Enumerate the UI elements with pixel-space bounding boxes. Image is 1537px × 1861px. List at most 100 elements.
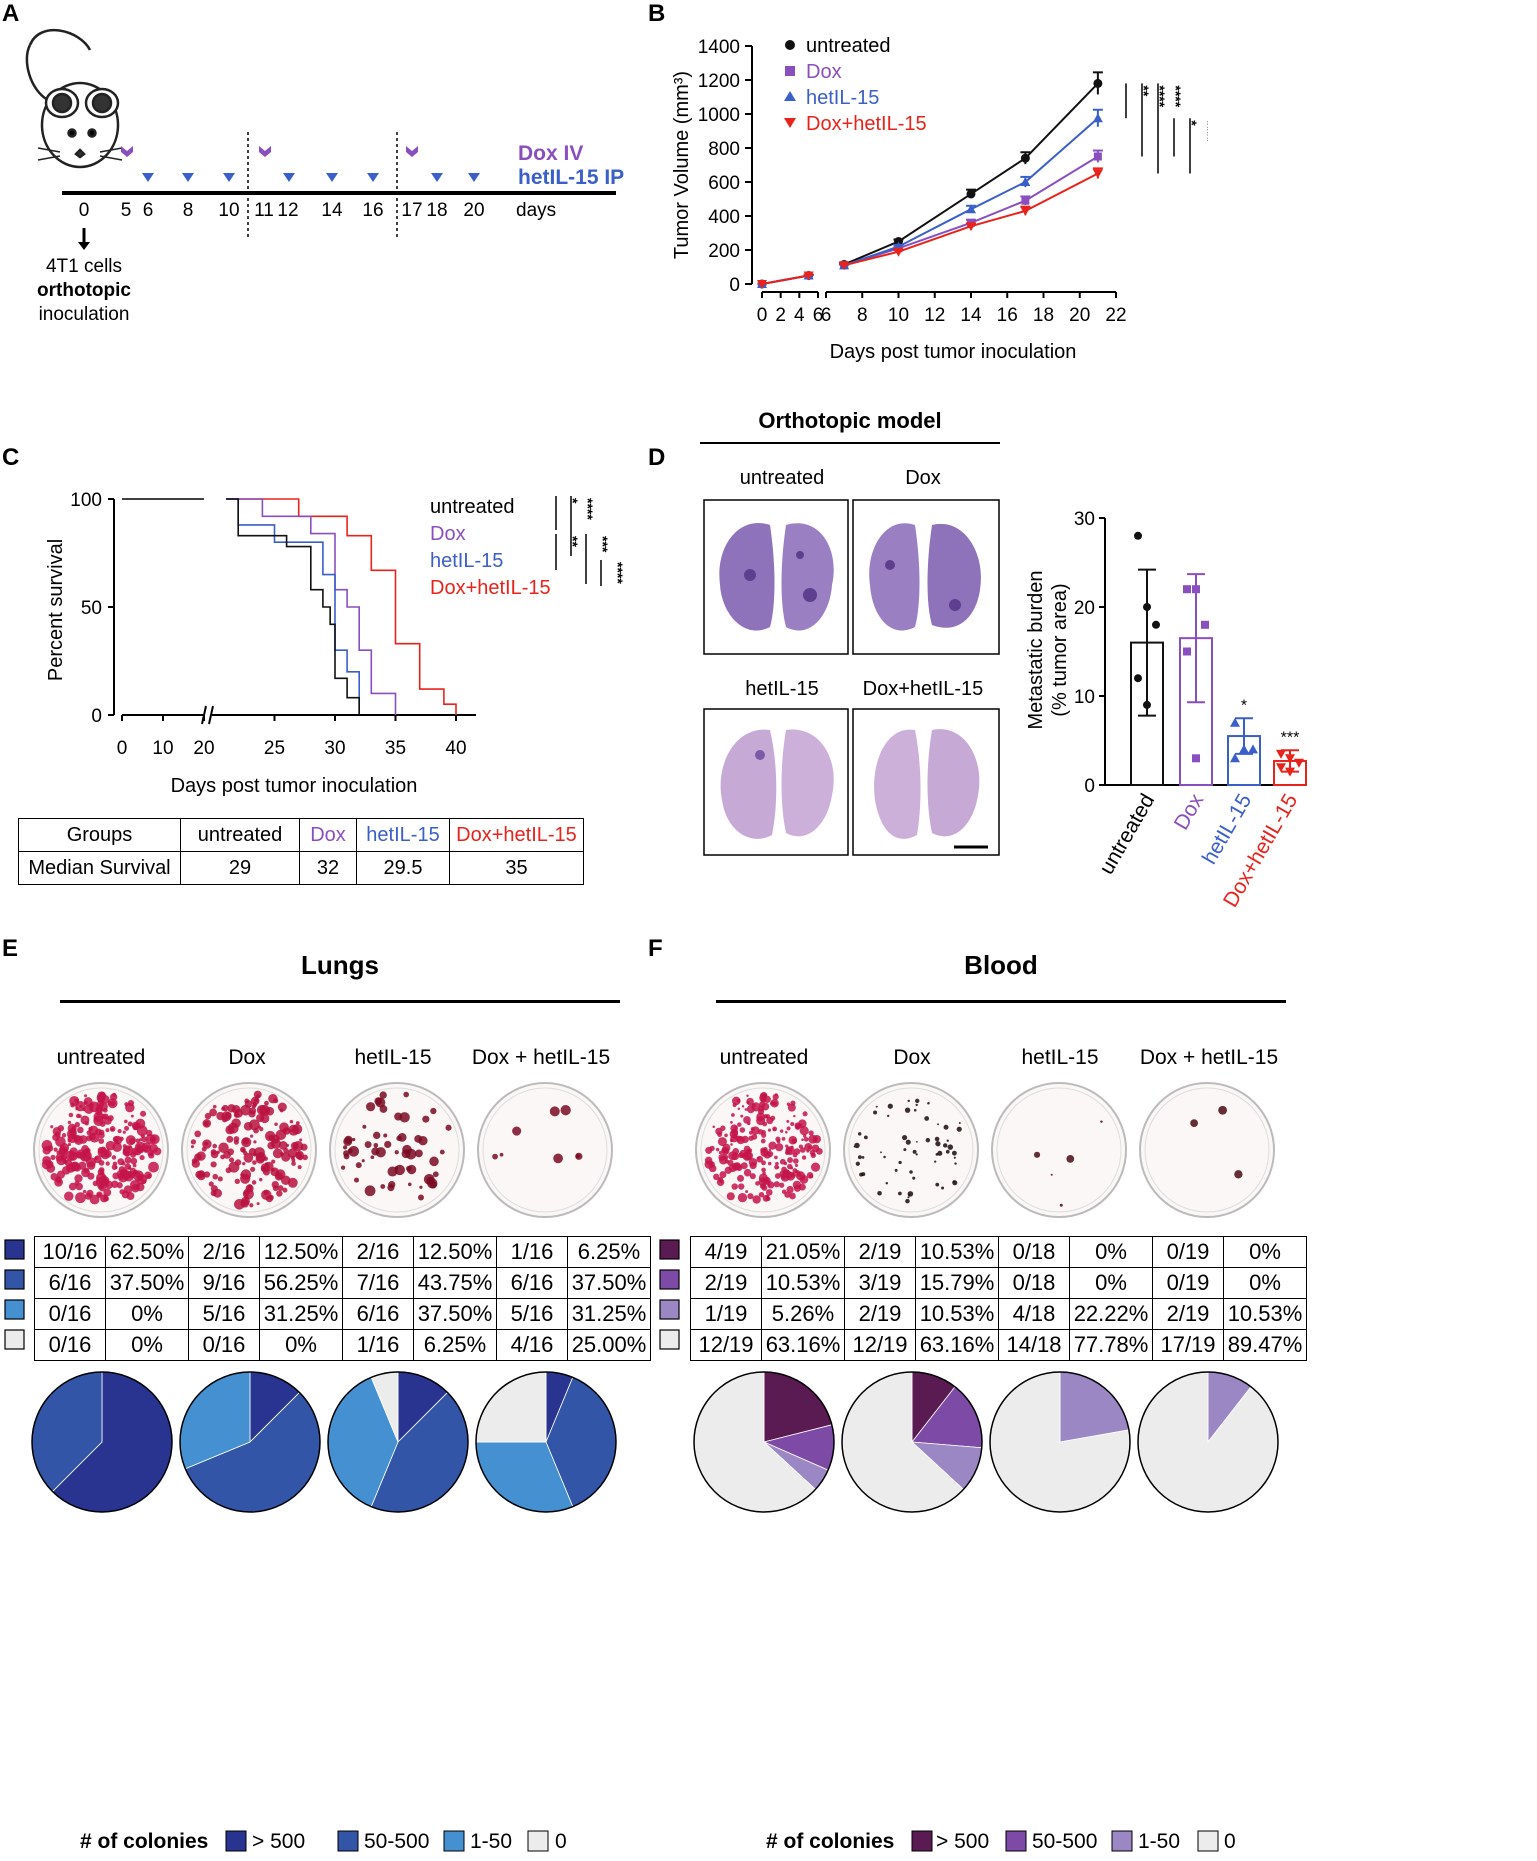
colony	[768, 1142, 776, 1150]
culture-plate	[478, 1083, 612, 1217]
lung-section-dox	[869, 523, 981, 630]
legend-label: hetIL-15	[430, 550, 503, 572]
colony	[268, 1094, 277, 1103]
colony	[782, 1190, 786, 1194]
culture-plate	[1140, 1083, 1274, 1217]
colony	[376, 1147, 386, 1157]
colony	[276, 1190, 282, 1196]
panel-letter-e: E	[2, 935, 18, 963]
colony	[395, 1166, 398, 1169]
colony	[793, 1115, 795, 1117]
colony	[101, 1114, 106, 1119]
colony	[226, 1167, 232, 1173]
data-point	[1239, 744, 1249, 753]
colony	[234, 1136, 240, 1142]
blood-colony-legend: # of colonies > 500 50-500 1-50 0	[766, 1822, 1326, 1858]
colony	[212, 1174, 218, 1180]
colony	[60, 1143, 69, 1152]
colony	[854, 1146, 856, 1148]
colony	[227, 1148, 234, 1155]
colony	[194, 1131, 201, 1138]
colony	[422, 1116, 429, 1123]
colony	[948, 1144, 954, 1150]
colony	[944, 1125, 949, 1130]
table-cell: 2/19	[1153, 1299, 1224, 1330]
table-cell: 77.78%	[1070, 1330, 1153, 1361]
colony	[249, 1203, 253, 1207]
colony	[394, 1112, 402, 1120]
panel-letter-f: F	[648, 935, 663, 963]
y-tick-label: 1000	[698, 105, 740, 126]
colony	[816, 1148, 823, 1155]
table-cell: 0/19	[1153, 1237, 1224, 1268]
colony	[433, 1171, 439, 1177]
table-cell: 4/16	[497, 1330, 568, 1361]
colony	[123, 1131, 126, 1134]
colony	[807, 1145, 810, 1148]
colony	[430, 1108, 436, 1114]
colony	[941, 1187, 944, 1190]
lung-section-untreated	[719, 523, 833, 630]
colony	[213, 1105, 217, 1109]
legend-title: # of colonies	[766, 1830, 894, 1853]
colony	[341, 1166, 345, 1170]
colony	[734, 1126, 737, 1129]
colony	[733, 1135, 736, 1138]
colony	[56, 1153, 64, 1161]
table-cell: 89.47%	[1224, 1330, 1307, 1361]
colony	[895, 1169, 898, 1172]
colony	[302, 1155, 308, 1161]
colony	[256, 1152, 266, 1162]
colony	[952, 1151, 957, 1156]
colony	[729, 1164, 737, 1172]
sig-stars: ***	[595, 536, 611, 553]
colony	[775, 1093, 778, 1096]
colony	[876, 1106, 878, 1108]
colony	[98, 1169, 105, 1176]
table-cell: 10/16	[35, 1237, 106, 1268]
colony	[909, 1170, 913, 1174]
lungs-title: Lungs	[60, 950, 620, 981]
colony	[763, 1195, 770, 1202]
survival-curve-3	[226, 499, 456, 715]
panel-b-tumor-volume-chart: 02004006008001000120014000 2 4 66 8 10 12 14 16 1…	[648, 20, 1208, 390]
sig-stars: *	[1184, 120, 1200, 126]
table-cell: 0%	[1224, 1268, 1307, 1299]
colony	[124, 1152, 129, 1157]
colony	[768, 1184, 771, 1187]
colony	[211, 1161, 217, 1167]
legend-item-gt500: > 500	[936, 1830, 989, 1853]
x-tick-label: 14	[960, 305, 982, 326]
colony	[718, 1154, 725, 1161]
svg-text:14: 14	[321, 200, 343, 221]
legend-label: hetIL-15	[806, 87, 879, 109]
data-point	[1143, 603, 1151, 611]
panel-c-survival-chart: 0501000 10 20 25 30 35 40Days post tumor inocu…	[0, 470, 640, 810]
colony	[913, 1150, 917, 1154]
colony	[445, 1125, 451, 1131]
data-point	[1152, 621, 1160, 629]
colony	[222, 1116, 228, 1122]
panel-letter-d: D	[648, 444, 665, 472]
colony	[253, 1102, 257, 1106]
y-tick-label: 20	[1074, 598, 1095, 619]
colony	[747, 1193, 753, 1199]
colony	[121, 1161, 125, 1165]
colony	[42, 1156, 51, 1165]
x-tick-label: untreated	[1095, 790, 1159, 878]
x-tick-label: 30	[324, 738, 345, 759]
colony	[795, 1122, 801, 1128]
colony	[779, 1183, 784, 1188]
blood-label-untreated: untreated	[690, 1046, 838, 1070]
data-point	[1294, 759, 1304, 768]
colony	[740, 1115, 743, 1118]
colony	[244, 1153, 254, 1163]
colony	[119, 1189, 124, 1194]
colony	[117, 1170, 125, 1178]
legend-marker	[784, 118, 796, 128]
table-row: 1/19 5.26% 2/19 10.53% 4/18 22.22% 2/19 10.53%	[691, 1299, 1307, 1330]
x-axis-title: Days post tumor inoculation	[171, 775, 418, 797]
table-cell: 12/19	[691, 1330, 762, 1361]
x-tick-label: 2	[775, 305, 786, 326]
colony	[99, 1160, 105, 1166]
